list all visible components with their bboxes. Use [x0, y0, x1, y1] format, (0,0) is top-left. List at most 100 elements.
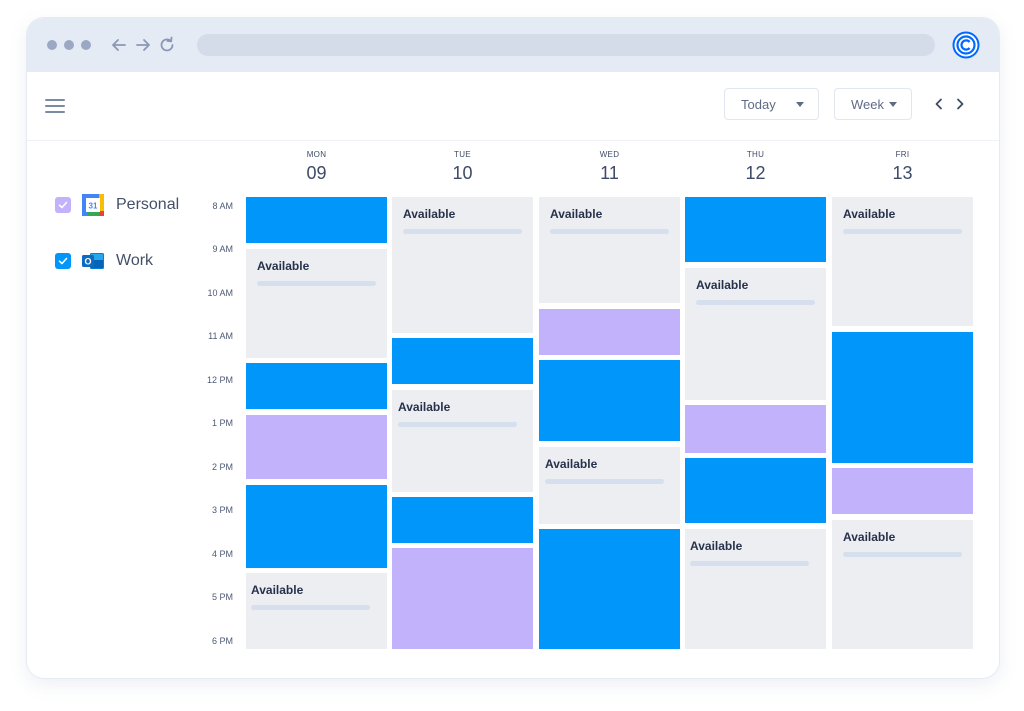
- back-arrow-icon[interactable]: [109, 35, 129, 55]
- address-bar[interactable]: [197, 34, 935, 56]
- calendar-item-work[interactable]: O Work: [55, 249, 153, 273]
- day-of-week: WED: [599, 150, 620, 159]
- day-header-wed[interactable]: WED 11: [539, 150, 680, 184]
- calendly-logo-icon: [952, 31, 980, 59]
- calendar-toolbar: Today Week: [27, 72, 999, 141]
- view-dropdown-label: Week: [851, 96, 884, 112]
- placeholder-bar: [696, 300, 815, 305]
- time-label: 10 AM: [207, 288, 233, 298]
- time-label: 5 PM: [211, 592, 233, 602]
- available-label: Available: [545, 457, 598, 471]
- time-label: 11 AM: [208, 331, 233, 341]
- day-of-week: THU: [746, 150, 765, 159]
- personal-event-block[interactable]: [392, 548, 533, 649]
- svg-text:31: 31: [89, 202, 98, 211]
- personal-event-block[interactable]: [685, 405, 826, 453]
- calendar-label-work: Work: [116, 252, 154, 269]
- calendar-label-personal: Personal: [116, 196, 180, 213]
- time-label: 1 PM: [211, 418, 233, 428]
- outlook-icon: O: [82, 250, 104, 272]
- day-number: 13: [892, 163, 913, 183]
- window-dot-icon[interactable]: [64, 40, 74, 50]
- work-event-block[interactable]: [539, 529, 680, 649]
- day-of-week: MON: [306, 150, 327, 159]
- day-header-tue[interactable]: TUE 10: [392, 150, 533, 184]
- available-label: Available: [398, 400, 451, 414]
- time-label: 12 PM: [206, 375, 233, 385]
- work-event-block[interactable]: [832, 332, 973, 463]
- work-event-block[interactable]: [246, 197, 387, 243]
- personal-checkbox[interactable]: [55, 197, 71, 213]
- google-calendar-icon: 31: [82, 194, 104, 216]
- time-label: 6 PM: [211, 636, 233, 646]
- available-label: Available: [550, 207, 603, 221]
- browser-window: Today Week 31: [26, 17, 1000, 679]
- available-slot[interactable]: Available: [246, 573, 387, 649]
- reload-icon[interactable]: [157, 35, 177, 55]
- placeholder-bar: [403, 229, 522, 234]
- available-slot[interactable]: Available: [539, 447, 680, 524]
- day-number: 10: [452, 163, 473, 183]
- view-dropdown[interactable]: Week: [834, 88, 912, 120]
- available-label: Available: [696, 278, 749, 292]
- time-label: 3 PM: [211, 505, 233, 515]
- placeholder-bar: [843, 552, 962, 557]
- available-slot[interactable]: Available: [246, 249, 387, 358]
- available-slot[interactable]: Available: [392, 390, 533, 492]
- day-of-week: FRI: [895, 150, 910, 159]
- work-event-block[interactable]: [392, 497, 533, 543]
- personal-event-block[interactable]: [246, 415, 387, 479]
- browser-chrome: [27, 18, 999, 72]
- available-slot[interactable]: Available: [539, 197, 680, 303]
- work-event-block[interactable]: [685, 458, 826, 523]
- personal-event-block[interactable]: [832, 468, 973, 514]
- chevron-down-icon: [889, 102, 897, 107]
- available-slot[interactable]: Available: [832, 197, 973, 326]
- window-dot-icon[interactable]: [47, 40, 57, 50]
- work-event-block[interactable]: [685, 197, 826, 262]
- today-dropdown-label: Today: [741, 96, 776, 112]
- day-of-week: TUE: [454, 150, 471, 159]
- work-event-block[interactable]: [246, 485, 387, 568]
- available-slot[interactable]: Available: [685, 529, 826, 649]
- checkmark-icon: [58, 257, 68, 265]
- placeholder-bar: [398, 422, 517, 427]
- day-header-fri[interactable]: FRI 13: [832, 150, 973, 184]
- placeholder-bar: [843, 229, 962, 234]
- menu-icon[interactable]: [45, 99, 65, 113]
- time-label: 9 AM: [212, 244, 233, 254]
- available-label: Available: [257, 259, 310, 273]
- available-label: Available: [403, 207, 456, 221]
- chevron-right-icon[interactable]: [954, 98, 966, 110]
- work-checkbox[interactable]: [55, 253, 71, 269]
- placeholder-bar: [550, 229, 669, 234]
- work-event-block[interactable]: [246, 363, 387, 409]
- placeholder-bar: [257, 281, 376, 286]
- forward-arrow-icon[interactable]: [133, 35, 153, 55]
- work-event-block[interactable]: [539, 360, 680, 441]
- chevron-down-icon: [796, 102, 804, 107]
- svg-text:O: O: [84, 257, 91, 267]
- placeholder-bar: [251, 605, 370, 610]
- available-slot[interactable]: Available: [685, 268, 826, 400]
- day-number: 12: [745, 163, 766, 183]
- window-dot-icon[interactable]: [81, 40, 91, 50]
- available-label: Available: [843, 530, 896, 544]
- personal-event-block[interactable]: [539, 309, 680, 355]
- checkmark-icon: [58, 201, 68, 209]
- day-number: 09: [306, 163, 327, 183]
- placeholder-bar: [545, 479, 664, 484]
- chevron-left-icon[interactable]: [933, 98, 945, 110]
- time-label: 8 AM: [212, 201, 233, 211]
- day-header-thu[interactable]: THU 12: [685, 150, 826, 184]
- available-slot[interactable]: Available: [392, 197, 533, 333]
- day-header-mon[interactable]: MON 09: [246, 150, 387, 184]
- available-label: Available: [843, 207, 896, 221]
- placeholder-bar: [690, 561, 809, 566]
- available-label: Available: [690, 539, 743, 553]
- work-event-block[interactable]: [392, 338, 533, 384]
- time-label: 2 PM: [211, 462, 233, 472]
- calendar-item-personal[interactable]: 31 Personal: [55, 193, 179, 217]
- available-slot[interactable]: Available: [832, 520, 973, 649]
- today-dropdown[interactable]: Today: [724, 88, 819, 120]
